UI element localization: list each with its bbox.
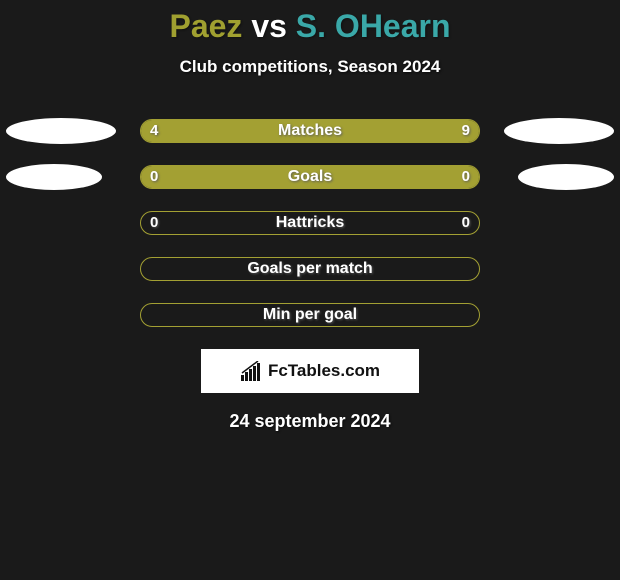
flag-right [504,118,614,144]
player2-name: S. OHearn [296,8,451,44]
bar-track [140,119,480,143]
logo-box: FcTables.com [201,349,419,393]
bar-track [140,257,480,281]
stat-value-left: 4 [150,119,158,143]
bar-left [141,166,479,188]
stat-value-left: 0 [150,211,158,235]
bar-right [245,120,479,142]
stat-row: Goals per match [0,257,620,281]
stat-value-right: 0 [462,211,470,235]
stat-row: Min per goal [0,303,620,327]
page-title: Paez vs S. OHearn [0,8,620,45]
flag-left [6,118,116,144]
stat-row: 49Matches [0,119,620,143]
date-text: 24 september 2024 [0,411,620,432]
bar-track [140,165,480,189]
stat-value-left: 0 [150,165,158,189]
stat-row: 00Goals [0,165,620,189]
infographic-container: Paez vs S. OHearn Club competitions, Sea… [0,0,620,432]
stat-value-right: 9 [462,119,470,143]
logo: FcTables.com [240,361,380,381]
stats-list: 49Matches00Goals00HattricksGoals per mat… [0,119,620,327]
bar-track [140,211,480,235]
stat-value-right: 0 [462,165,470,189]
player1-name: Paez [169,8,242,44]
bar-track [140,303,480,327]
flag-left [6,164,102,190]
flag-right [518,164,614,190]
stat-row: 00Hattricks [0,211,620,235]
subtitle: Club competitions, Season 2024 [0,57,620,77]
bar-chart-icon [240,361,264,381]
logo-text: FcTables.com [268,361,380,381]
vs-text: vs [251,8,287,44]
